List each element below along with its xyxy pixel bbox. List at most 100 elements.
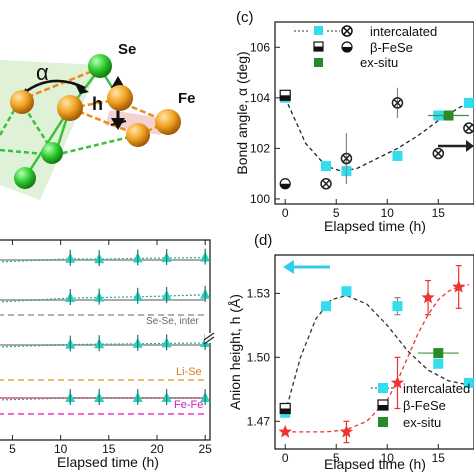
x-axis-label: Elapsed time (h) bbox=[324, 218, 426, 234]
legend-label-intercalated: intercalated bbox=[370, 24, 437, 39]
data-point-cyan-triangle bbox=[132, 334, 143, 351]
data-point-green-square bbox=[433, 348, 444, 359]
data-point-half-circle bbox=[279, 178, 291, 190]
marker-square bbox=[341, 286, 352, 297]
se-atom bbox=[14, 167, 36, 189]
se-atom bbox=[88, 54, 112, 78]
panel-d-anion-height-chart: (d) Anion height, h (Å) Elapsed time (h)… bbox=[227, 232, 474, 472]
x-tick-label: 15 bbox=[432, 451, 446, 465]
data-point-cyan-triangle bbox=[200, 389, 211, 405]
fe-atom bbox=[10, 90, 34, 114]
data-point-cyan-square bbox=[433, 358, 444, 369]
legend-label-ex-situ: ex-situ bbox=[403, 415, 441, 430]
bond-length-chart: Elapsed time (h) 5 10 15 20 25 Se-Se, inter … bbox=[0, 239, 215, 470]
data-point-half-square bbox=[279, 89, 291, 101]
data-point-cyan-triangle bbox=[94, 335, 105, 352]
fe-atom bbox=[155, 109, 181, 135]
fe-atom bbox=[57, 95, 83, 121]
height-baseline-icon bbox=[110, 120, 127, 126]
fit-curve-group bbox=[284, 284, 470, 433]
panel-c-bond-angle-chart: (c) Bond angle, α (deg) Elapsed time (h)… bbox=[234, 9, 474, 234]
x-tick-label: 10 bbox=[381, 206, 395, 220]
legend-marker-green-square bbox=[314, 58, 323, 67]
y-tick-label: 100 bbox=[250, 192, 270, 206]
fe-atom bbox=[126, 123, 150, 147]
se-label: Se bbox=[118, 41, 136, 58]
marker-star bbox=[421, 290, 435, 304]
data-point-star bbox=[452, 280, 466, 293]
marker-cross bbox=[393, 98, 402, 107]
data-point-crossed-circle bbox=[340, 152, 353, 165]
legend: intercalated β-FeSe ex-situ bbox=[294, 24, 437, 70]
fit-curve bbox=[284, 97, 474, 172]
x-tick-label: 0 bbox=[282, 206, 289, 220]
legend-label-ex-situ: ex-situ bbox=[360, 55, 398, 70]
data-point-cyan-triangle bbox=[65, 389, 76, 405]
x-tick-label: 5 bbox=[9, 442, 16, 456]
crystal-structure-illustration: α h Se Fe bbox=[0, 41, 196, 200]
x-tick-label: 0 bbox=[282, 451, 289, 465]
x-tick-label: 10 bbox=[381, 451, 395, 465]
y-tick-label: 1.50 bbox=[247, 350, 271, 364]
marker-star bbox=[452, 280, 466, 293]
data-point-crossed-circle bbox=[463, 122, 474, 134]
data-point-cyan-triangle bbox=[200, 285, 211, 302]
legend-label-beta-fese: β-FeSe bbox=[403, 398, 446, 413]
se-atom bbox=[41, 142, 63, 164]
data-point-cyan-square bbox=[341, 286, 352, 297]
height-arrow-top-icon bbox=[111, 76, 125, 88]
data-point-green-square bbox=[443, 110, 454, 121]
marker-square bbox=[321, 161, 332, 172]
data-series-group bbox=[0, 248, 211, 415]
data-point-crossed-circle bbox=[391, 97, 404, 109]
fit-curve bbox=[285, 284, 470, 433]
data-point-star bbox=[339, 424, 354, 438]
marker-circle bbox=[391, 97, 404, 109]
data-point-cyan-square bbox=[321, 301, 332, 312]
data-point-cyan-triangle bbox=[65, 249, 76, 266]
marker-square bbox=[321, 301, 332, 312]
bond-label-li-se: Li-Se bbox=[176, 366, 202, 378]
data-point-cyan-triangle bbox=[161, 334, 172, 351]
data-point-half-square bbox=[279, 402, 291, 415]
data-point-cyan-square bbox=[463, 97, 474, 108]
marker-circle bbox=[340, 152, 353, 165]
panel-label: (d) bbox=[254, 232, 272, 249]
x-tick-label: 20 bbox=[150, 442, 164, 456]
data-point-star bbox=[278, 424, 292, 438]
h-label: h bbox=[92, 94, 103, 114]
marker-square bbox=[443, 110, 454, 121]
alpha-arc-right-arrowhead-icon bbox=[74, 82, 89, 94]
legend-marker-half-circle bbox=[341, 41, 353, 53]
data-point-cyan-triangle bbox=[161, 249, 172, 265]
data-point-cyan-triangle bbox=[94, 389, 105, 405]
marker-circle bbox=[320, 178, 332, 190]
tick-group: 0 5 10 15 1.47 1.50 1.53 bbox=[247, 286, 446, 465]
marker-square-fill bbox=[280, 408, 291, 414]
x-axis-label: Elapsed time (h) bbox=[57, 454, 159, 470]
x-tick-label: 5 bbox=[333, 451, 340, 465]
data-points-group bbox=[279, 87, 474, 190]
legend-marker-green-square bbox=[378, 417, 388, 427]
x-tick-label: 15 bbox=[102, 442, 116, 456]
series-line bbox=[0, 342, 206, 348]
data-point-cyan-triangle bbox=[132, 389, 143, 405]
tick-group: 5 10 15 20 25 bbox=[9, 240, 212, 456]
data-point-cyan-triangle bbox=[132, 249, 143, 266]
x-tick-label: 15 bbox=[432, 206, 446, 220]
data-point-cyan-triangle bbox=[94, 288, 105, 305]
marker-star bbox=[390, 375, 405, 389]
data-point-cyan-square bbox=[321, 161, 332, 172]
marker-square bbox=[433, 348, 444, 359]
legend-label-intercalated: intercalated bbox=[403, 381, 470, 396]
marker-star bbox=[278, 424, 292, 438]
y-tick-label: 1.47 bbox=[247, 414, 271, 428]
data-point-cyan-triangle bbox=[94, 250, 105, 267]
legend-label-beta-fese: β-FeSe bbox=[370, 40, 413, 55]
series-line bbox=[0, 257, 206, 263]
y-tick-label: 1.53 bbox=[247, 286, 271, 300]
marker-square bbox=[463, 97, 474, 108]
data-point-cyan-square bbox=[463, 377, 474, 388]
fit-curve bbox=[284, 294, 470, 413]
